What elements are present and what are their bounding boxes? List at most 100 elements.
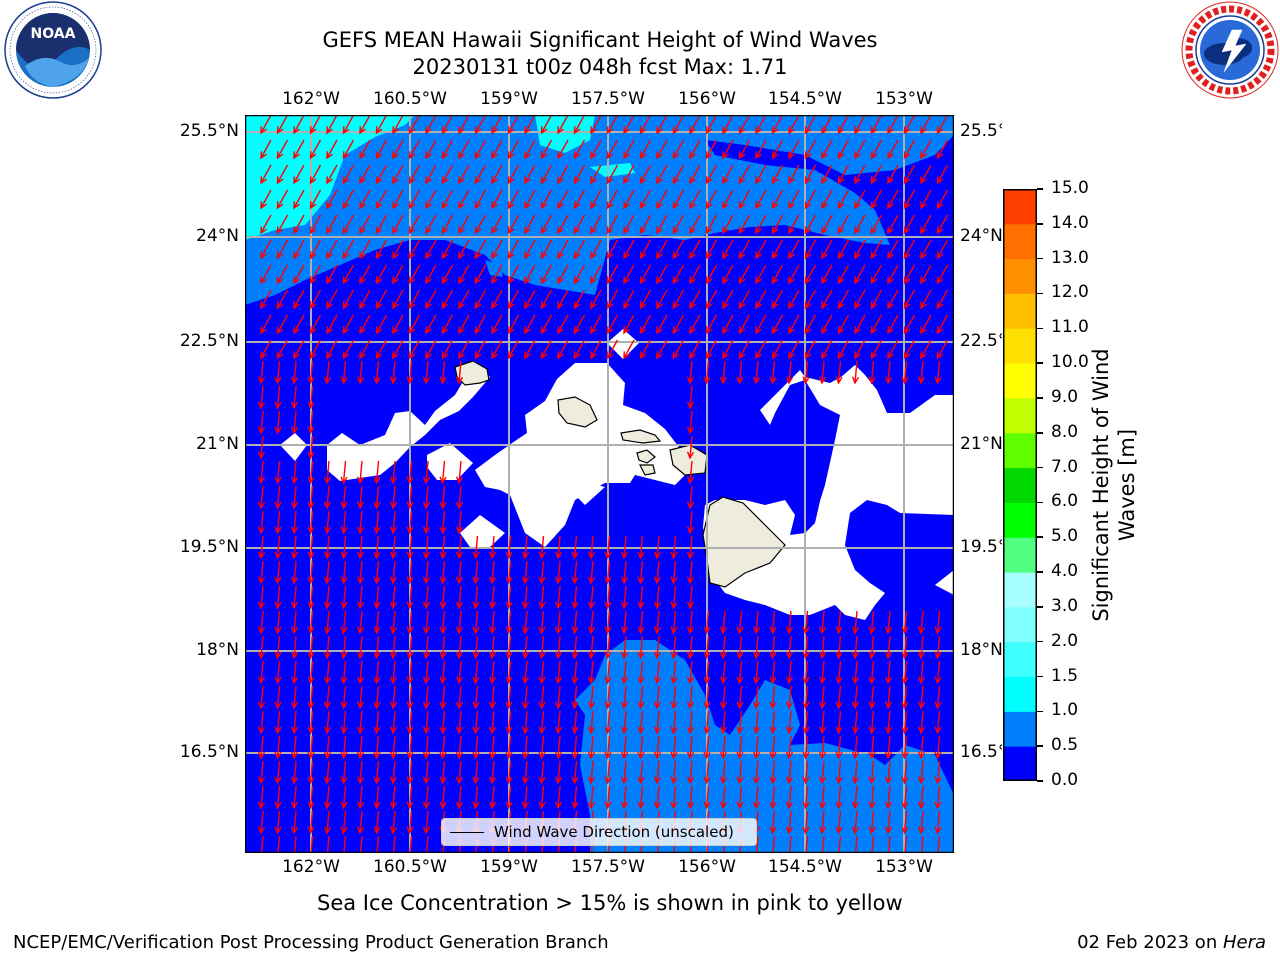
chart-subtitle: 20230131 t00z 048h fcst Max: 1.71 (412, 55, 788, 79)
colorbar-tick-mark (1037, 188, 1043, 190)
top-lon-label: 159°W (480, 89, 538, 109)
island-niihau (454, 360, 490, 386)
footer-right: 02 Feb 2023 on Hera (1077, 932, 1266, 953)
colorbar-frame (1003, 189, 1037, 781)
right-lat-label: 16.5°N (960, 742, 1002, 762)
hawaiian-islands (454, 360, 786, 588)
colorbar-tick-label: 1.0 (1051, 700, 1079, 721)
map-frame (245, 115, 954, 853)
wave-band-0-5-1-0-patch (485, 260, 503, 277)
colorbar-tick-mark (1037, 223, 1043, 225)
colorbar-tick-label: 11.0 (1051, 317, 1089, 338)
footer-date: 02 Feb 2023 on (1077, 932, 1223, 953)
colorbar-tick-mark (1037, 397, 1043, 399)
map-legend: Wind Wave Direction (unscaled) (441, 818, 757, 846)
wind-arrow-field (257, 115, 949, 853)
island-kauai (557, 396, 598, 428)
wave-band-0-5-1-0-south (575, 640, 954, 853)
colorbar-tick-label: 14.0 (1051, 212, 1089, 233)
colorbar-segment (1003, 537, 1037, 573)
left-lat-label: 18°N (196, 640, 239, 660)
colorbar-segment (1003, 746, 1037, 781)
colorbar-label: Significant Height of Wind Waves [m] (1088, 320, 1140, 650)
colorbar-tick-mark (1037, 257, 1043, 260)
colorbar-tick-label: 6.0 (1051, 491, 1079, 512)
wave-band-1-0-1-5-patch-b (590, 163, 635, 177)
colorbar-tick-mark (1037, 327, 1043, 330)
colorbar-segment (1003, 711, 1037, 747)
colorbar-label-line-1: Significant Height of Wind (1089, 348, 1113, 622)
top-lon-label: 160.5°W (373, 89, 447, 109)
colorbar-tick-label: 4.0 (1051, 561, 1079, 582)
colorbar-tick-mark (1037, 640, 1043, 643)
sea-ice-note: Sea Ice Concentration > 15% is shown in … (317, 891, 903, 915)
right-lat-label: 22.5°N (960, 331, 1002, 351)
colorbar-tick-label: 2.0 (1051, 630, 1079, 651)
left-lat-label: 25.5°N (179, 121, 239, 141)
left-lat-label: 16.5°N (179, 742, 239, 762)
colorbar-tick-mark (1037, 501, 1043, 504)
left-lat-label: 22.5°N (179, 331, 239, 351)
colorbar-segment (1003, 363, 1037, 399)
legend-line-swatch (450, 831, 484, 833)
colorbar-tick-mark (1037, 780, 1043, 782)
right-lat-label: 18°N (960, 640, 1002, 660)
colorbar-tick-label: 12.0 (1051, 282, 1089, 303)
colorbar-tick-label: 5.0 (1051, 526, 1079, 547)
left-lat-label: 21°N (196, 434, 239, 454)
bottom-lon-label: 159°W (480, 857, 538, 877)
colorbar-segment (1003, 676, 1037, 712)
chart-title: GEFS MEAN Hawaii Significant Height of W… (322, 28, 878, 52)
colorbar-tick-mark (1037, 536, 1043, 538)
colorbar-segment (1003, 328, 1037, 364)
colorbar-tick-mark (1037, 606, 1043, 608)
noaa-logo-text: NOAA (31, 26, 76, 42)
right-lat-label: 25.5°N (960, 121, 1002, 141)
island-molokai (636, 449, 656, 464)
colorbar-segment (1003, 641, 1037, 678)
colorbar-segment (1003, 223, 1037, 260)
colorbar-tick-label: 8.0 (1051, 421, 1079, 442)
left-lat-label: 24°N (196, 226, 239, 246)
bottom-lon-label: 154.5°W (768, 857, 842, 877)
bottom-lon-label: 157.5°W (571, 857, 645, 877)
right-lat-label: 19.5°N (960, 537, 1002, 557)
colorbar-segment (1003, 293, 1037, 329)
colorbar-tick-mark (1037, 745, 1043, 747)
colorbar-tick-mark (1037, 571, 1043, 573)
colorbar-tick-label: 3.0 (1051, 595, 1079, 616)
colorbar-tick-label: 9.0 (1051, 386, 1079, 407)
legend-label: Wind Wave Direction (unscaled) (494, 823, 734, 841)
colorbar-segment (1003, 467, 1037, 503)
colorbar-tick-label: 13.0 (1051, 247, 1089, 268)
colorbar-tick-label: 10.0 (1051, 352, 1089, 373)
right-lat-label: 21°N (960, 434, 1002, 454)
bottom-lon-label: 153°W (875, 857, 933, 877)
colorbar-tick-label: 1.5 (1051, 665, 1079, 686)
right-lat-label: 24°N (960, 226, 1002, 246)
bottom-lon-label: 160.5°W (373, 857, 447, 877)
colorbar-segment (1003, 258, 1037, 294)
footer-machine: Hera (1222, 932, 1266, 953)
colorbar-tick-mark (1037, 466, 1043, 469)
colorbar-segment (1003, 397, 1037, 434)
colorbar-segment (1003, 572, 1037, 608)
colorbar-tick-mark (1037, 362, 1043, 364)
island-lanai (639, 464, 656, 476)
noaa-logo: NOAA (4, 1, 102, 99)
top-lon-label: 156°W (678, 89, 736, 109)
colorbar-tick-label: 0.0 (1051, 770, 1079, 790)
colorbar-segment (1003, 189, 1037, 225)
colorbar-segment (1003, 432, 1037, 469)
top-lon-label: 153°W (875, 89, 933, 109)
wave-band-0-5-1-0-north (245, 115, 954, 305)
colorbar-segment (1003, 502, 1037, 538)
top-lon-label: 154.5°W (768, 89, 842, 109)
colorbar-tick-mark (1037, 432, 1043, 434)
wind-direction-arrows (257, 115, 949, 853)
colorbar-tick-mark (1037, 710, 1043, 713)
footer-left: NCEP/EMC/Verification Post Processing Pr… (13, 932, 609, 953)
colorbar-tick-label: 15.0 (1051, 178, 1089, 198)
colorbar-tick-label: 0.5 (1051, 735, 1079, 756)
colorbar-label-line-2: Waves [m] (1115, 428, 1139, 542)
